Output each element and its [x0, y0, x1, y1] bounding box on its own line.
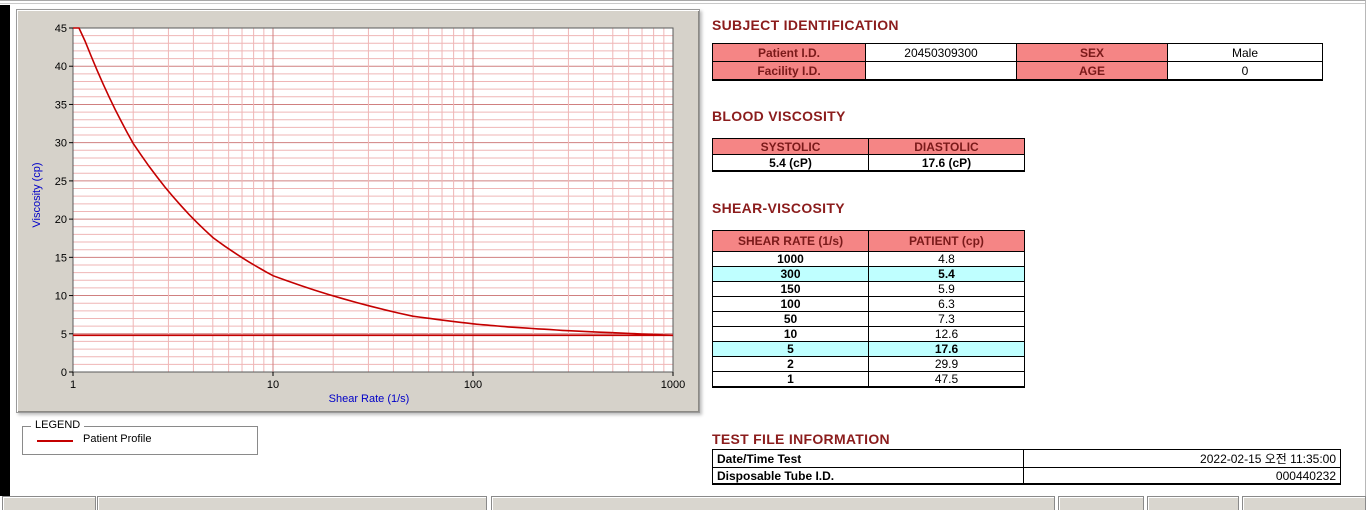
legend-caption: LEGEND: [31, 419, 85, 431]
shear-rate-cell: 300: [712, 266, 869, 282]
legend-series-label: Patient Profile: [83, 433, 152, 445]
patient-cp-cell: 17.6: [868, 341, 1025, 357]
table-row: Facility I.D. AGE 0: [712, 61, 1323, 81]
svg-text:0: 0: [61, 367, 67, 379]
svg-text:25: 25: [55, 176, 67, 188]
shear-rate-header: SHEAR RATE (1/s): [712, 230, 869, 252]
shear-row: 50 7.3: [712, 311, 1025, 327]
legend-line-swatch: [37, 440, 73, 442]
subject-identification-heading: SUBJECT IDENTIFICATION: [712, 17, 899, 33]
svg-text:5: 5: [61, 329, 67, 341]
table-row: Patient I.D. 20450309300 SEX Male: [712, 43, 1323, 62]
shear-rate-cell: 50: [712, 311, 869, 327]
patient-cp-cell: 7.3: [868, 311, 1025, 327]
facility-id-value: [865, 61, 1017, 81]
svg-text:35: 35: [55, 99, 67, 111]
svg-text:20: 20: [55, 214, 67, 226]
blood-viscosity-heading: BLOOD VISCOSITY: [712, 108, 846, 124]
svg-text:45: 45: [55, 23, 67, 35]
sex-label: SEX: [1016, 43, 1168, 62]
patient-cp-cell: 12.6: [868, 326, 1025, 342]
left-black-strip: [0, 5, 10, 496]
viscosity-chart-panel: 0 5 10 15 20 25 30 35 40 45 1 10 100 1000 Viscosity (…: [16, 9, 700, 413]
shear-row: 1000 4.8: [712, 251, 1025, 267]
y-axis-title: Viscosity (cp): [31, 162, 43, 228]
bottom-panel-fragment: [1147, 496, 1239, 510]
disposable-tube-id-value: 000440232: [1023, 467, 1341, 485]
svg-text:1: 1: [70, 379, 76, 391]
shear-viscosity-heading: SHEAR-VISCOSITY: [712, 200, 845, 216]
patient-cp-cell: 5.9: [868, 281, 1025, 297]
table-header-row: SHEAR RATE (1/s) PATIENT (cp): [712, 230, 1025, 252]
patient-cp-cell: 6.3: [868, 296, 1025, 312]
table-row: 5.4 (cP) 17.6 (cP): [712, 154, 1025, 172]
test-file-information-table: Date/Time Test 2022-02-15 오전 11:35:00 Di…: [712, 449, 1341, 485]
sex-value: Male: [1167, 43, 1323, 62]
blood-viscosity-table: SYSTOLIC DIASTOLIC 5.4 (cP) 17.6 (cP): [712, 138, 1025, 172]
subject-identification-table: Patient I.D. 20450309300 SEX Male Facili…: [712, 43, 1323, 81]
table-row: SYSTOLIC DIASTOLIC: [712, 138, 1025, 155]
patient-cp-cell: 47.5: [868, 371, 1025, 388]
facility-id-label: Facility I.D.: [712, 61, 866, 81]
shear-row: 2 29.9: [712, 356, 1025, 372]
patient-cp-cell: 29.9: [868, 356, 1025, 372]
patient-cp-header: PATIENT (cp): [868, 230, 1025, 252]
shear-rate-cell: 1000: [712, 251, 869, 267]
svg-text:10: 10: [55, 291, 67, 303]
svg-text:100: 100: [464, 379, 482, 391]
shear-rate-cell: 10: [712, 326, 869, 342]
table-row: Disposable Tube I.D. 000440232: [712, 467, 1341, 485]
systolic-value: 5.4 (cP): [712, 154, 869, 172]
systolic-header: SYSTOLIC: [712, 138, 869, 155]
bottom-panel-fragment: [1058, 496, 1144, 510]
shear-viscosity-table: SHEAR RATE (1/s) PATIENT (cp) 1000 4.8 30…: [712, 230, 1025, 388]
shear-row: 1 47.5: [712, 371, 1025, 388]
patient-id-label: Patient I.D.: [712, 43, 866, 62]
diastolic-value: 17.6 (cP): [868, 154, 1025, 172]
legend-box: LEGEND Patient Profile: [22, 419, 258, 455]
age-label: AGE: [1016, 61, 1168, 81]
bottom-panel-fragment: [97, 496, 487, 510]
window-top-edge: [0, 3, 1365, 4]
shear-row: 150 5.9: [712, 281, 1025, 297]
x-axis-title: Shear Rate (1/s): [328, 393, 410, 405]
age-value: 0: [1167, 61, 1323, 81]
shear-row: 5 17.6: [712, 341, 1025, 357]
patient-id-value: 20450309300: [865, 43, 1017, 62]
shear-row: 100 6.3: [712, 296, 1025, 312]
table-row: Date/Time Test 2022-02-15 오전 11:35:00: [712, 449, 1341, 468]
shear-rate-cell: 100: [712, 296, 869, 312]
patient-cp-cell: 5.4: [868, 266, 1025, 282]
date-time-test-value: 2022-02-15 오전 11:35:00: [1023, 449, 1341, 468]
test-file-information-heading: TEST FILE INFORMATION: [712, 431, 890, 447]
diastolic-header: DIASTOLIC: [868, 138, 1025, 155]
shear-rate-cell: 5: [712, 341, 869, 357]
svg-text:40: 40: [55, 61, 67, 73]
shear-row: 10 12.6: [712, 326, 1025, 342]
svg-text:30: 30: [55, 138, 67, 150]
shear-row: 300 5.4: [712, 266, 1025, 282]
svg-text:1000: 1000: [661, 379, 685, 391]
bottom-panel-fragment: [491, 496, 1055, 510]
shear-rate-cell: 1: [712, 371, 869, 388]
date-time-test-label: Date/Time Test: [712, 449, 1024, 468]
disposable-tube-id-label: Disposable Tube I.D.: [712, 467, 1024, 485]
shear-rate-cell: 2: [712, 356, 869, 372]
svg-text:10: 10: [267, 379, 279, 391]
svg-text:15: 15: [55, 252, 67, 264]
bottom-panel-fragment: [2, 496, 96, 510]
patient-cp-cell: 4.8: [868, 251, 1025, 267]
viscosity-chart: 0 5 10 15 20 25 30 35 40 45 1 10 100 1000: [55, 23, 685, 391]
shear-rate-cell: 150: [712, 281, 869, 297]
